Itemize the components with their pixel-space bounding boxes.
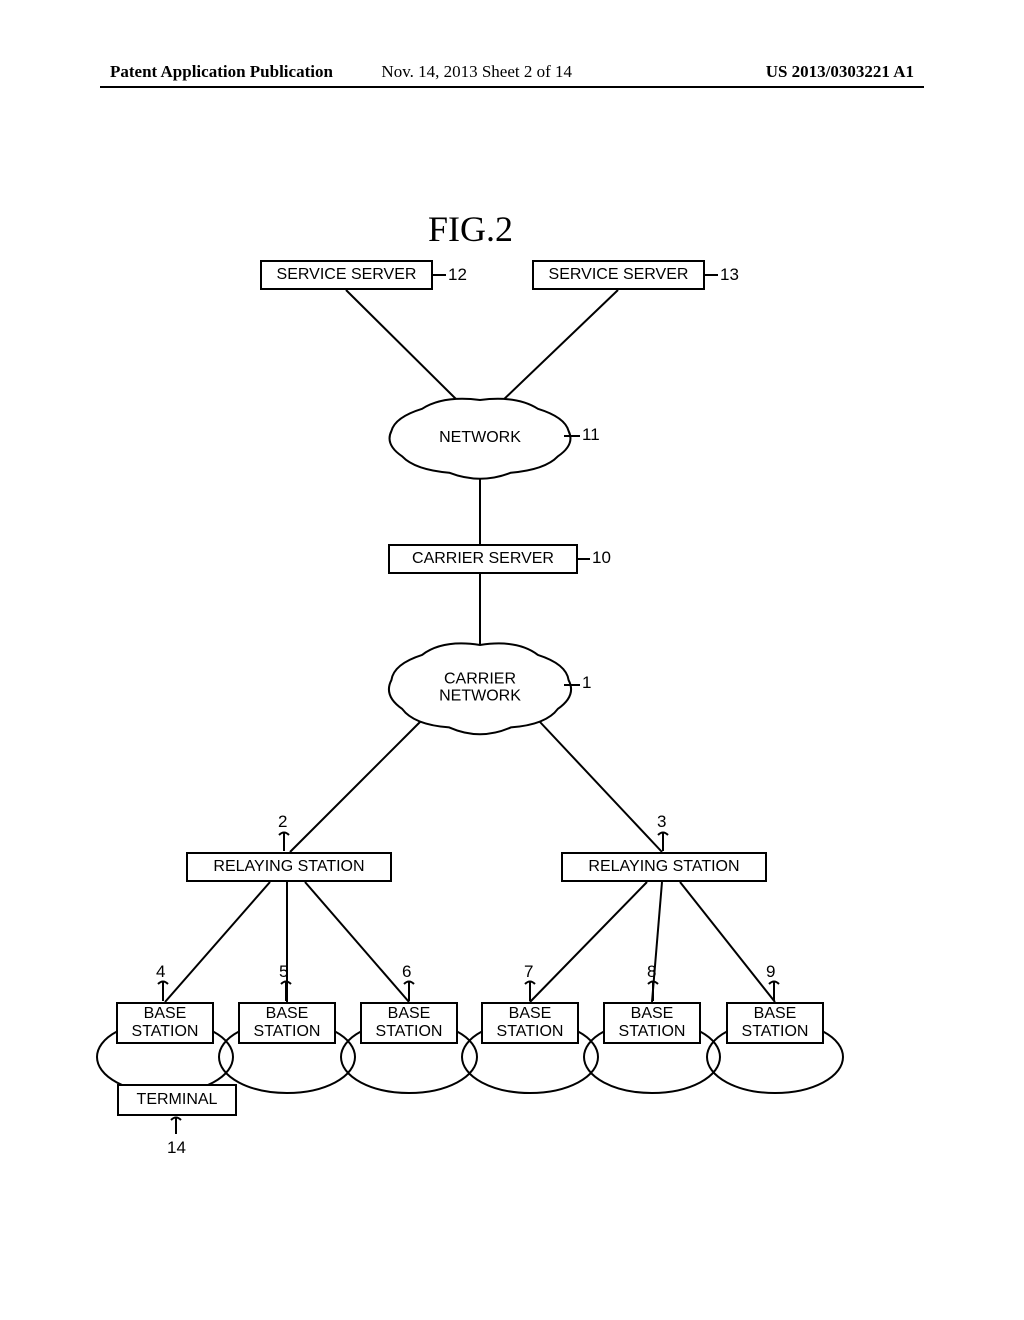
ref-bs8: 8 <box>647 962 656 982</box>
ref-carsrv: 10 <box>592 548 611 568</box>
header-rule <box>100 86 924 88</box>
node-net: NETWORK <box>390 400 570 475</box>
header-center: Nov. 14, 2013 Sheet 2 of 14 <box>381 62 572 81</box>
ref-rel2: 2 <box>278 812 287 832</box>
figure-title: FIG.2 <box>428 208 513 250</box>
node-svc12: SERVICE SERVER <box>260 260 433 290</box>
ref-net: 11 <box>582 425 600 445</box>
node-bs9: BASESTATION <box>726 1002 824 1044</box>
ref-svc13: 13 <box>720 265 739 285</box>
node-carsrv: CARRIER SERVER <box>388 544 578 574</box>
ref-bs6: 6 <box>402 962 411 982</box>
ref-bs9: 9 <box>766 962 775 982</box>
node-bs8: BASESTATION <box>603 1002 701 1044</box>
node-term: TERMINAL <box>117 1084 237 1116</box>
node-label: CARRIERNETWORK <box>439 670 521 705</box>
ref-bs7: 7 <box>524 962 533 982</box>
ref-carnet: 1 <box>582 673 591 693</box>
header-right: US 2013/0303221 A1 <box>766 62 914 82</box>
node-rel2: RELAYING STATION <box>186 852 392 882</box>
patent-header: Patent Application Publication Nov. 14, … <box>0 62 1024 82</box>
node-bs7: BASESTATION <box>481 1002 579 1044</box>
ref-bs5: 5 <box>279 962 288 982</box>
header-left: Patent Application Publication <box>110 62 333 81</box>
node-label: NETWORK <box>439 429 521 447</box>
node-carnet: CARRIERNETWORK <box>390 645 570 730</box>
node-bs5: BASESTATION <box>238 1002 336 1044</box>
node-svc13: SERVICE SERVER <box>532 260 705 290</box>
ref-svc12: 12 <box>448 265 467 285</box>
node-rel3: RELAYING STATION <box>561 852 767 882</box>
ref-bs4: 4 <box>156 962 165 982</box>
node-bs4: BASESTATION <box>116 1002 214 1044</box>
node-bs6: BASESTATION <box>360 1002 458 1044</box>
ref-rel3: 3 <box>657 812 666 832</box>
ref-term: 14 <box>167 1138 186 1158</box>
